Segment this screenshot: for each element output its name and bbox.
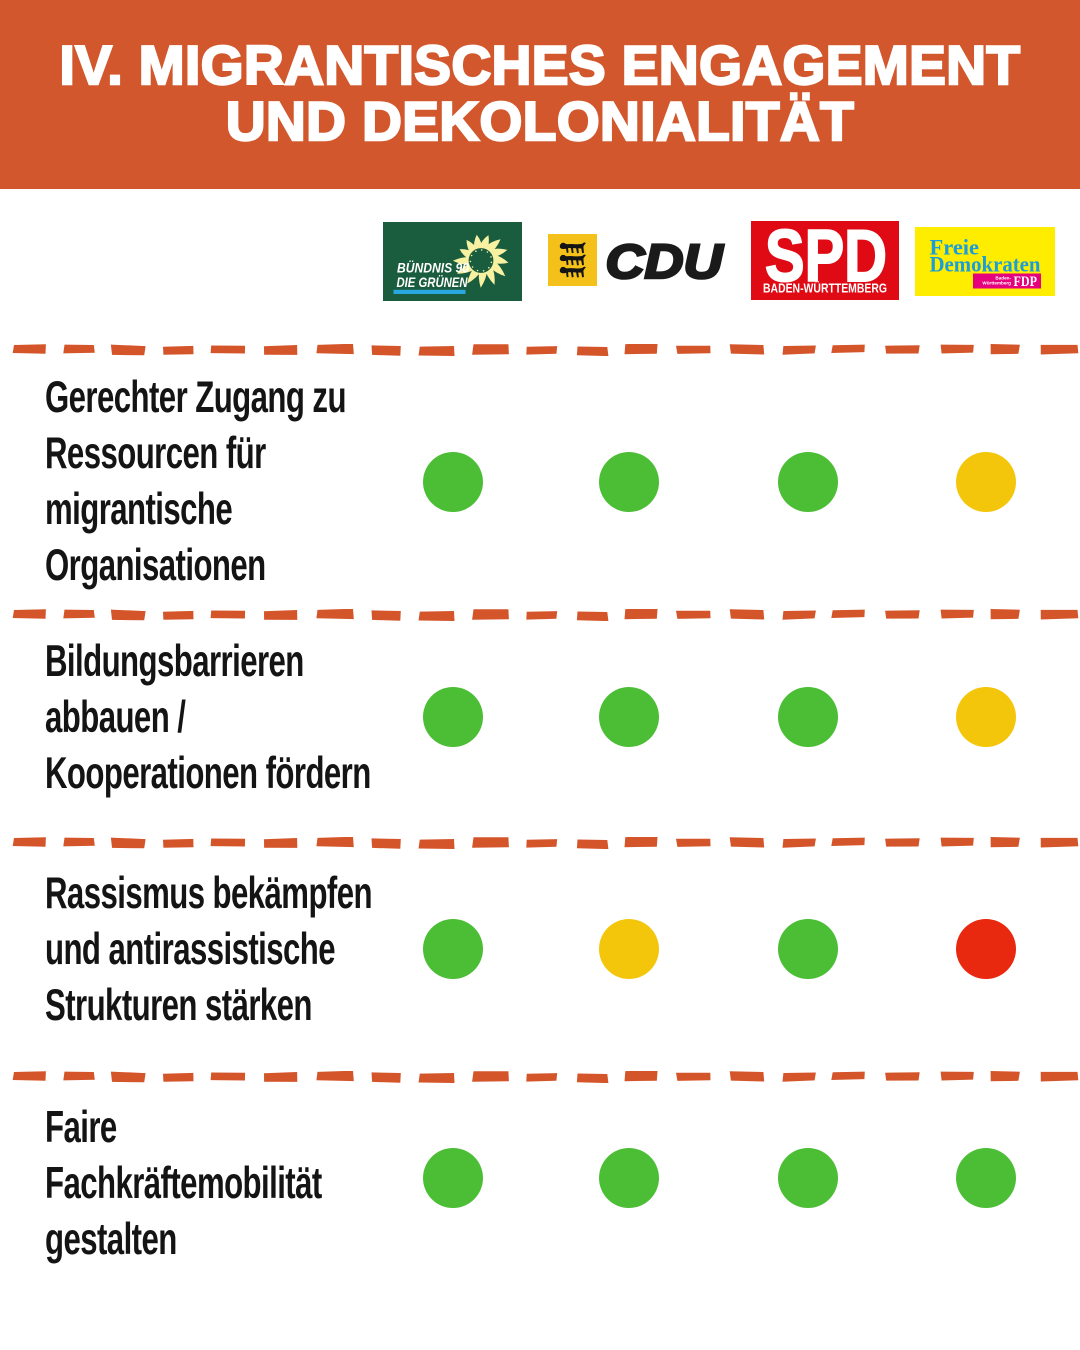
svg-text:CDU: CDU xyxy=(606,236,724,286)
svg-text:Baden-: Baden- xyxy=(995,276,1011,281)
svg-text:Freie: Freie xyxy=(930,234,980,259)
svg-text:BADEN-WÜRTTEMBERG: BADEN-WÜRTTEMBERG xyxy=(763,280,887,295)
svg-text:DIE GRÜNEN: DIE GRÜNEN xyxy=(397,274,469,290)
svg-text:FDP: FDP xyxy=(1014,274,1038,290)
svg-text:BÜNDNIS 90: BÜNDNIS 90 xyxy=(397,259,469,275)
svg-text:Württemberg: Württemberg xyxy=(982,281,1011,286)
svg-text:Demokraten: Demokraten xyxy=(930,251,1041,276)
svg-text:SPD: SPD xyxy=(765,221,887,297)
